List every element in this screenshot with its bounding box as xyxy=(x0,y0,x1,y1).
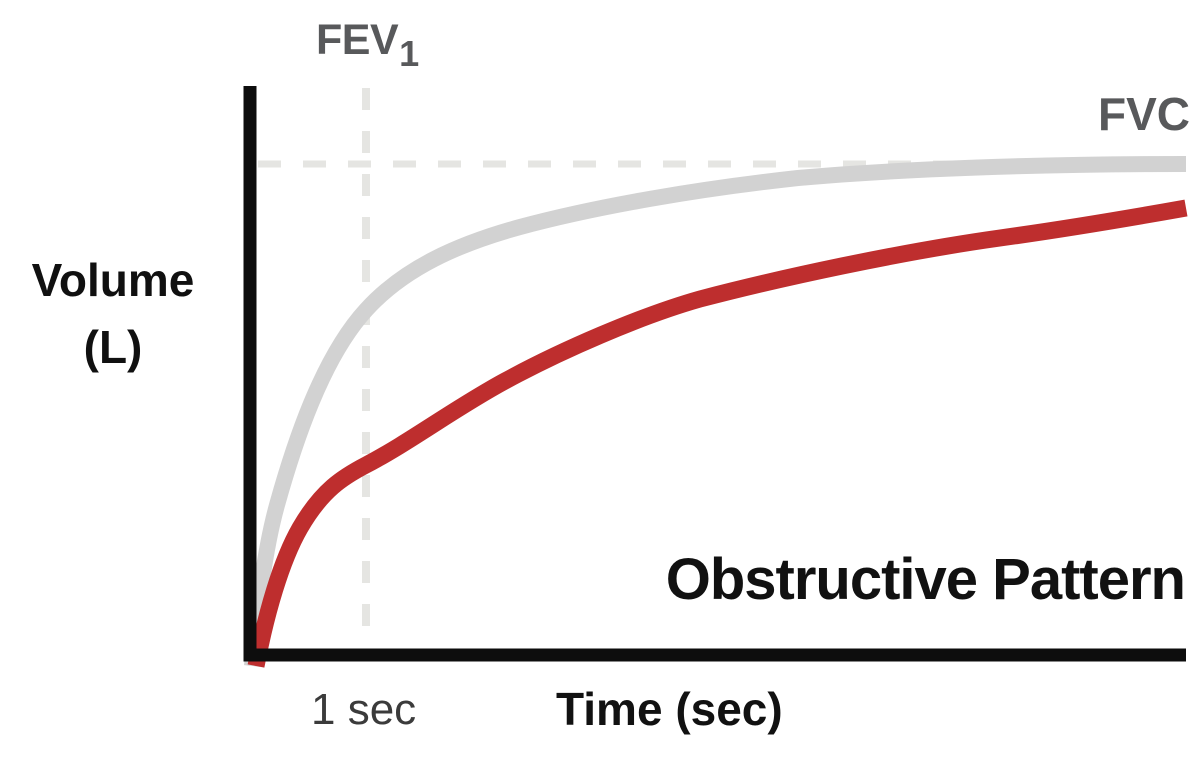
normal-curve xyxy=(244,156,1187,667)
y-axis-label-line2: (L) xyxy=(83,320,143,373)
y-axis-label-line1: Volume xyxy=(31,254,195,306)
chart-title: Obstructive Pattern xyxy=(665,547,1186,612)
fev1-label: FEV1 xyxy=(316,16,419,74)
obstructive-curve xyxy=(247,199,1188,668)
one-sec-tick-label: 1 sec xyxy=(311,685,417,734)
axes xyxy=(243,86,1186,662)
fvc-label: FVC xyxy=(1098,88,1190,140)
x-axis-label: Time (sec) xyxy=(556,683,783,735)
y-axis-label: Volume (L) xyxy=(16,247,210,380)
fev1-subscript: 1 xyxy=(399,33,419,75)
fev1-label-text: FEV xyxy=(316,16,399,64)
